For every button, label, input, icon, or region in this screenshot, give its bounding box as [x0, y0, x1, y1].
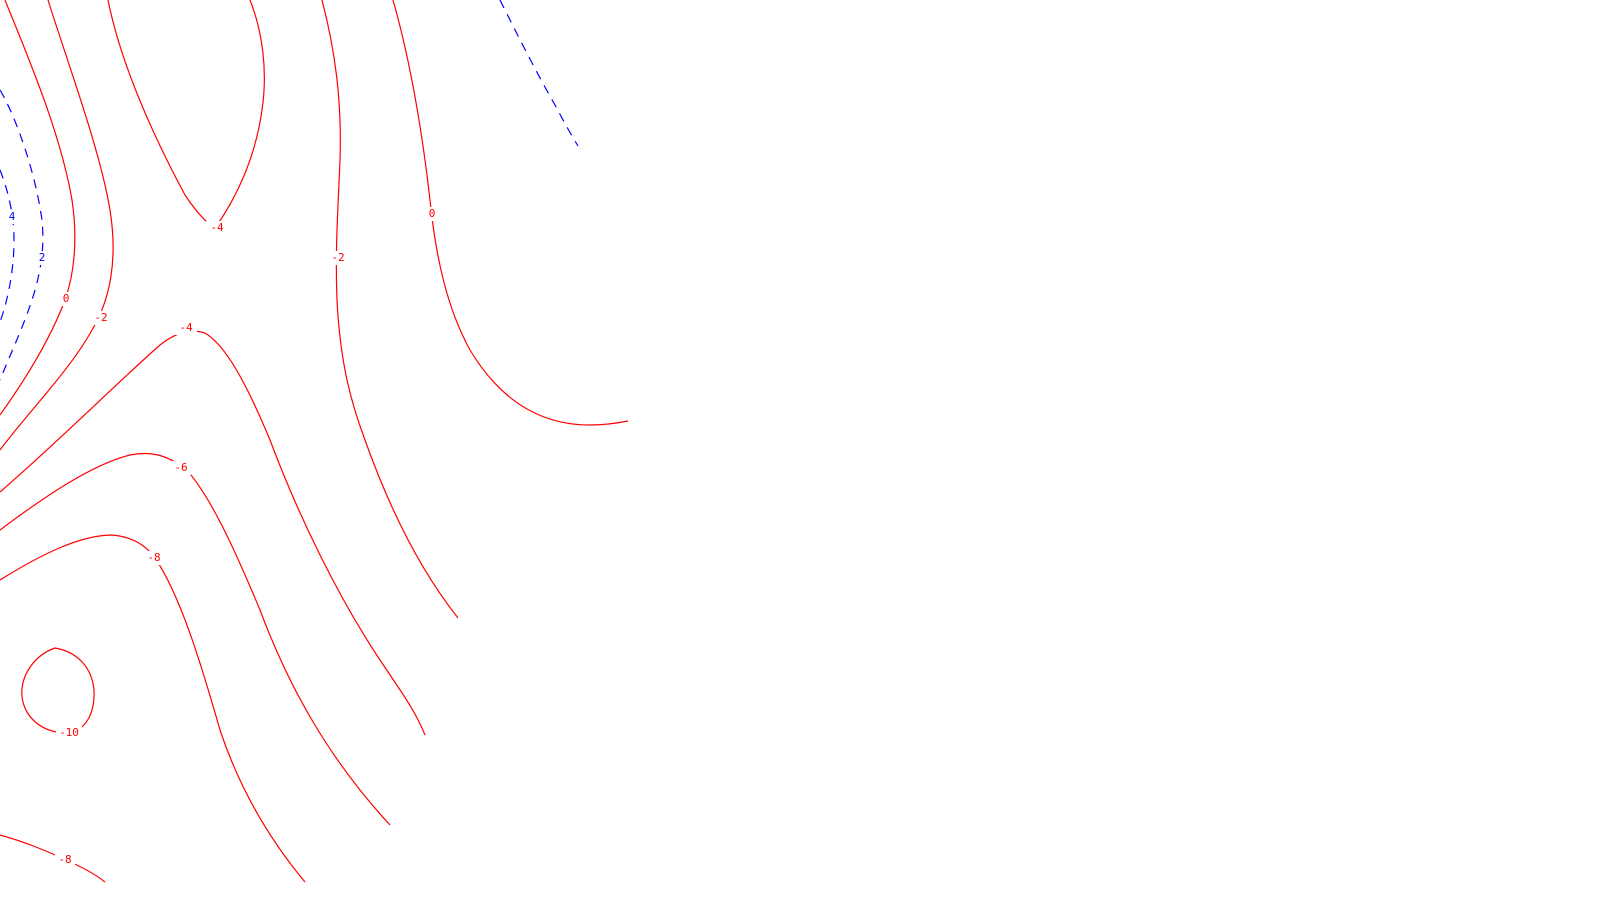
contour-label-neg8-bottom: -8: [55, 853, 75, 867]
svg-text:-6: -6: [174, 461, 187, 474]
contour-line-neg2-left: [0, 0, 114, 451]
contour-label-text: -4: [210, 221, 224, 234]
contour-label-0-left: 0: [60, 292, 72, 306]
contour-label-pos2: 2: [36, 251, 48, 265]
contour-label-neg2-mid: -2: [328, 251, 348, 265]
contour-label-neg6: -6: [171, 461, 191, 475]
svg-text:0: 0: [429, 207, 436, 220]
svg-text:-8: -8: [58, 853, 71, 866]
contour-label-neg10: -10: [56, 726, 82, 740]
contour-line-neg4-bottom: [0, 330, 426, 736]
contour-line-neg10: [21, 647, 95, 734]
svg-text:2: 2: [39, 251, 46, 264]
contour-line-neg2-mid: [321, 0, 459, 619]
contour-label-0-right: 0: [426, 207, 438, 221]
contour-line-pos2: [0, 89, 44, 381]
svg-text:-2: -2: [94, 311, 107, 324]
contour-line-neg8-bottom: [0, 834, 106, 883]
contour-label-neg4-top: -4: [206, 221, 228, 235]
svg-text:-10: -10: [59, 726, 79, 739]
contour-label-neg2-left: -2: [91, 311, 111, 325]
svg-text:-4: -4: [179, 321, 193, 334]
svg-text:-2: -2: [331, 251, 344, 264]
contour-label-pos4: 4: [6, 210, 18, 224]
contour-line-0-left: [0, 0, 76, 416]
contour-line-pos4: [0, 169, 15, 323]
svg-text:0: 0: [63, 292, 70, 305]
contour-label-neg4-bottom: -4: [175, 321, 197, 335]
contour-line-neg8: [0, 534, 306, 883]
svg-text:-8: -8: [147, 551, 160, 564]
contour-line-0-right: [392, 0, 629, 426]
svg-text:4: 4: [9, 210, 16, 223]
contour-line-neg4-top: [107, 0, 265, 229]
contour-line-pos-topright: [499, 0, 579, 147]
contour-label-neg8: -8: [144, 551, 164, 565]
contour-line-neg6: [0, 452, 391, 826]
